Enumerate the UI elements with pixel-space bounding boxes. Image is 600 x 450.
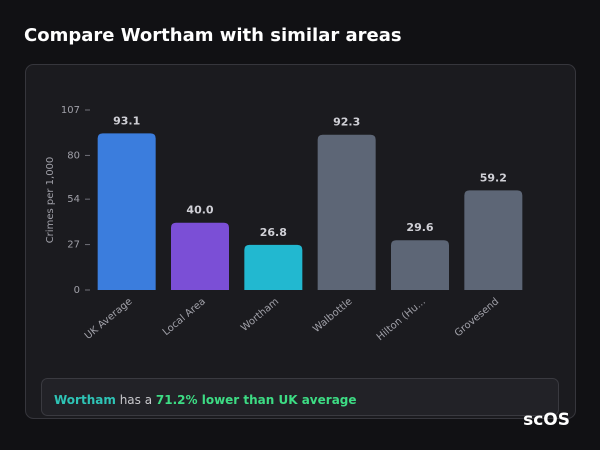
summary-highlight: 71.2% lower than UK average bbox=[156, 393, 357, 407]
logo: scOS bbox=[523, 410, 570, 430]
summary: Wortham has a 71.2% lower than UK averag… bbox=[54, 393, 357, 407]
bar bbox=[244, 244, 303, 290]
y-tick-label: 0 bbox=[74, 285, 80, 296]
value-label: 29.6 bbox=[406, 221, 433, 234]
value-label: 92.3 bbox=[333, 116, 360, 129]
summary-box bbox=[41, 378, 559, 416]
bar bbox=[171, 222, 229, 290]
y-tick-label: 80 bbox=[67, 150, 80, 161]
value-label: 26.8 bbox=[260, 226, 287, 239]
y-tick-label: 54 bbox=[67, 194, 80, 205]
value-label: 59.2 bbox=[480, 171, 507, 184]
value-label: 93.1 bbox=[113, 114, 140, 127]
bar bbox=[97, 133, 156, 290]
bar bbox=[391, 240, 449, 290]
bar bbox=[464, 190, 523, 290]
y-tick-label: 27 bbox=[67, 240, 80, 251]
y-tick-label: 107 bbox=[61, 105, 80, 116]
bar bbox=[317, 134, 376, 290]
page-title: Compare Wortham with similar areas bbox=[24, 25, 402, 46]
summary-area: Wortham bbox=[54, 393, 116, 407]
value-label: 40.0 bbox=[186, 204, 213, 217]
summary-text: has a bbox=[120, 393, 152, 407]
chart-card bbox=[25, 64, 576, 419]
y-axis-label: Crimes per 1,000 bbox=[45, 157, 56, 244]
